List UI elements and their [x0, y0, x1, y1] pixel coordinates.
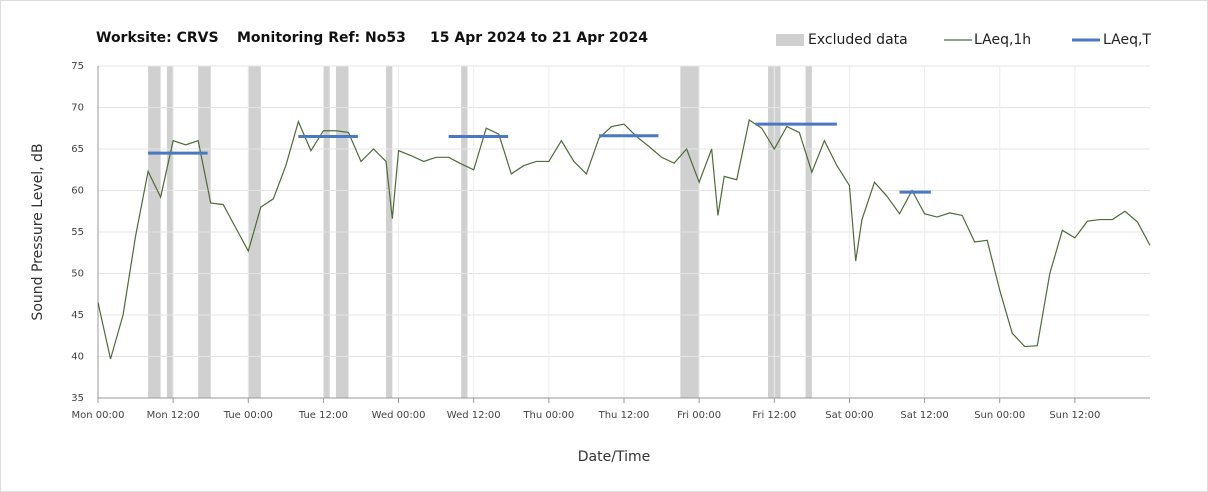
x-tick-label: Tue 12:00	[298, 410, 348, 421]
y-tick-label: 45	[71, 310, 84, 321]
x-tick-label: Wed 12:00	[447, 410, 501, 421]
x-tick-label: Sat 12:00	[900, 410, 948, 421]
data-line	[97, 118, 1151, 360]
x-tick-label: Sun 12:00	[1049, 410, 1100, 421]
x-tick-label: Mon 12:00	[147, 410, 200, 421]
x-tick-label: Thu 12:00	[598, 410, 650, 421]
legend-swatch	[776, 34, 804, 46]
y-axis-label: Sound Pressure Level, dB	[30, 143, 46, 320]
y-tick-label: 70	[71, 103, 84, 114]
y-tick-label: 50	[71, 269, 84, 280]
y-tick-label: 40	[71, 352, 84, 363]
y-tick-label: 35	[71, 393, 84, 404]
x-tick-label: Tue 00:00	[223, 410, 273, 421]
legend-label: LAeq,1h	[974, 32, 1031, 48]
x-tick-label: Fri 12:00	[752, 410, 796, 421]
title-part: Worksite: CRVS	[96, 30, 219, 46]
y-tick-label: 60	[71, 186, 84, 197]
y-tick-label: 65	[71, 144, 84, 155]
x-axis-label: Date/Time	[578, 449, 650, 465]
x-tick-label: Mon 00:00	[71, 410, 124, 421]
x-tick-label: Sat 00:00	[825, 410, 873, 421]
title-part: Monitoring Ref: No53	[237, 30, 406, 46]
y-tick-label: 75	[71, 61, 84, 72]
x-tick-label: Fri 00:00	[677, 410, 721, 421]
x-tick-label: Wed 00:00	[372, 410, 426, 421]
y-tick-label: 55	[71, 227, 84, 238]
legend-label: Excluded data	[808, 32, 908, 48]
x-tick-label: Thu 00:00	[522, 410, 574, 421]
x-tick-label: Sun 00:00	[974, 410, 1025, 421]
legend-label: LAeq,T	[1103, 32, 1151, 48]
title-part: 15 Apr 2024 to 21 Apr 2024	[430, 30, 648, 46]
